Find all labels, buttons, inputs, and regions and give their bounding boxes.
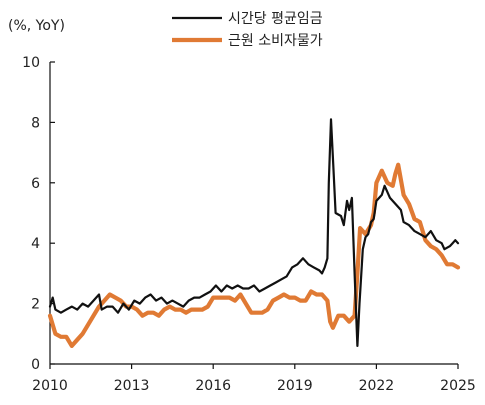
- y-tick-label: 10: [22, 55, 40, 71]
- x-tick-label: 2025: [440, 378, 476, 394]
- x-tick-label: 2019: [277, 378, 313, 394]
- series-line-core-cpi: [47, 162, 461, 348]
- series-line-hourly-wage: [48, 118, 460, 347]
- y-tick-label: 8: [31, 115, 40, 131]
- y-ticks: 0 2 4 6 8 10: [22, 55, 55, 373]
- legend-label: 근원 소비자물가: [228, 33, 323, 49]
- x-tick-label: 2016: [195, 378, 231, 394]
- y-tick-label: 0: [31, 357, 40, 373]
- x-tick-label: 2010: [32, 378, 68, 394]
- x-tick-label: 2022: [359, 378, 395, 394]
- y-tick-label: 6: [31, 176, 40, 192]
- x-tick-label: 2013: [114, 378, 150, 394]
- x-ticks: 2010 2013 2016 2019 2022 2025: [32, 364, 476, 394]
- series-layer: [47, 118, 461, 348]
- legend-label: 시간당 평균임금: [228, 11, 323, 27]
- y-tick-label: 2: [31, 297, 40, 313]
- y-tick-label: 4: [31, 236, 40, 252]
- unit-label: (%, YoY): [8, 18, 65, 34]
